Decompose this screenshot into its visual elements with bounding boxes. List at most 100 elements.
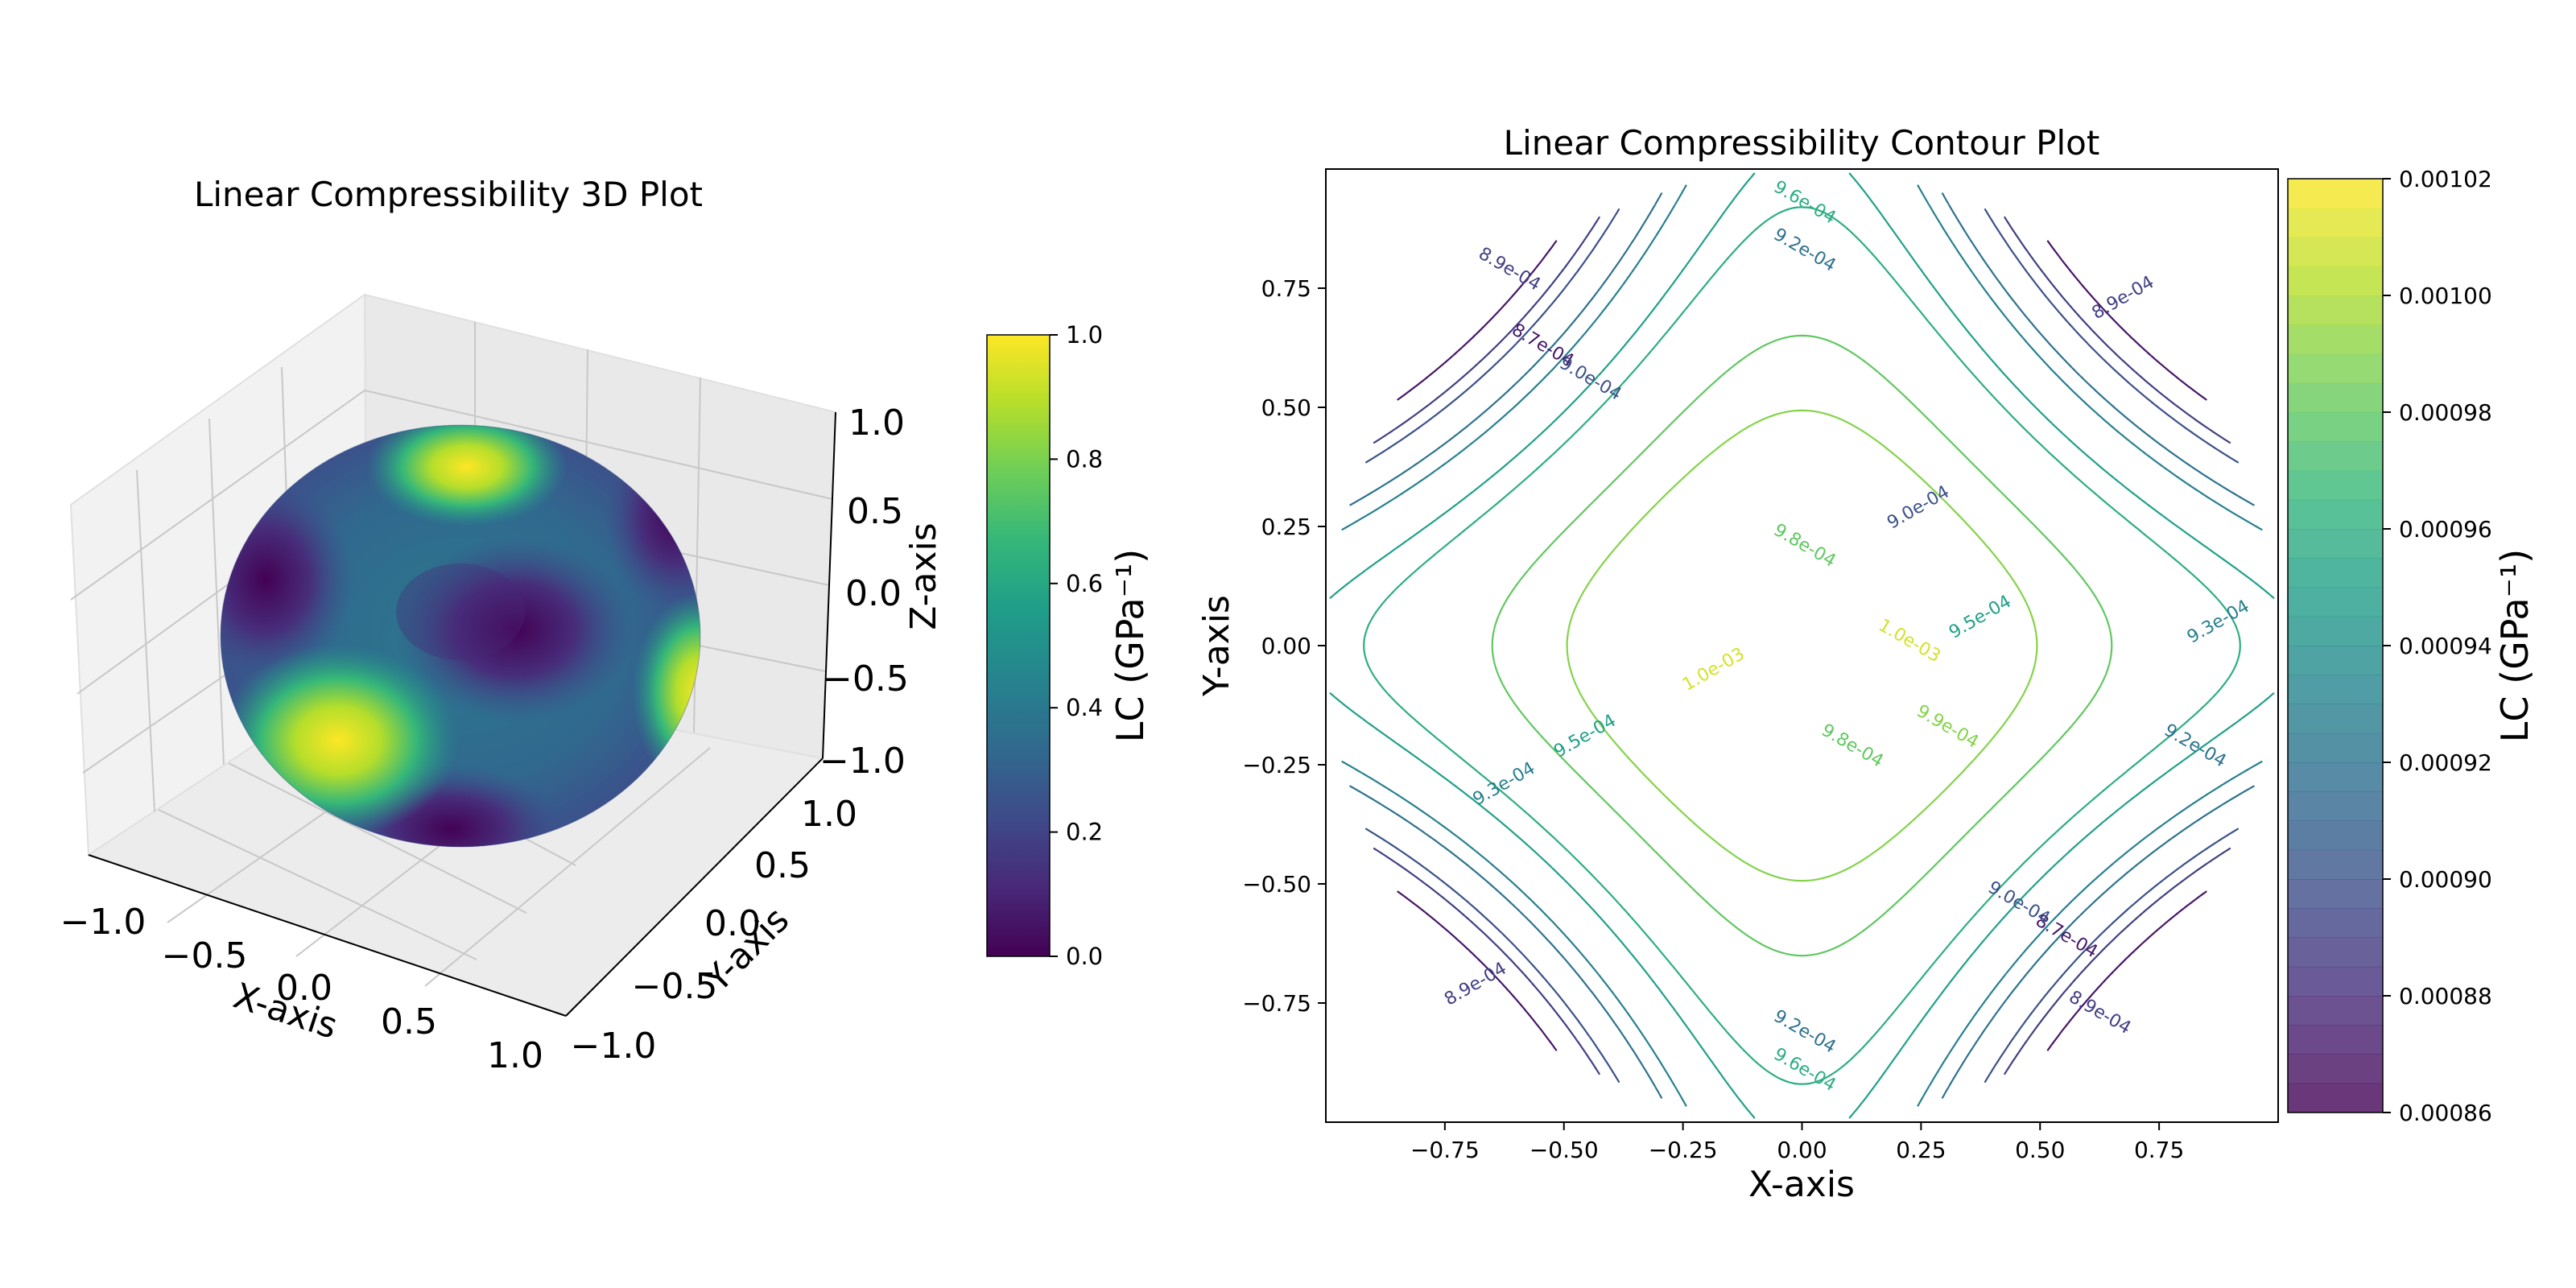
- colorbar-3d-tick-label: 0.4: [1066, 694, 1103, 721]
- contour-x-ticks: −0.75 −0.50 −0.25 0.00 0.25 0.50 0.75: [1410, 1122, 2184, 1163]
- x-ticks3d: −1.0 −0.5 0.0 0.5 1.0: [60, 902, 543, 1076]
- contour-line: [1566, 409, 2038, 882]
- colorbar-contour-tick-label: 0.00098: [2399, 399, 2492, 426]
- colorbar-3d-tick-label: 0.2: [1066, 819, 1103, 846]
- colorbar-band: [2288, 324, 2383, 354]
- colorbar-band: [2288, 791, 2383, 821]
- y-tick-label: −0.5: [632, 966, 718, 1007]
- z-tick-label: −1.0: [819, 741, 906, 782]
- colorbar-band: [2288, 558, 2383, 588]
- contour-x-tick-label: −0.50: [1530, 1137, 1599, 1163]
- contour-y-tick-label: −0.25: [1242, 752, 1311, 778]
- x-tick-label: −1.0: [60, 902, 147, 943]
- colorbar-band: [2288, 966, 2383, 997]
- colorbar-band: [2288, 179, 2383, 208]
- contour-x-tick-label: 0.25: [1896, 1137, 1946, 1163]
- y-ticks3d: −1.0 −0.5 0.0 0.5 1.0: [571, 794, 857, 1067]
- contour-line: [1363, 206, 2241, 1085]
- colorbar-band: [2288, 646, 2383, 675]
- colorbar-band: [2288, 675, 2383, 704]
- contour-x-axis-label: X-axis: [1748, 1164, 1855, 1205]
- colorbar-band: [2288, 499, 2383, 530]
- colorbar-band: [2288, 937, 2383, 968]
- colorbar-contour-tick-label: 0.00090: [2399, 866, 2492, 893]
- x-tick-label: 1.0: [487, 1035, 543, 1076]
- contour-x-tick-label: 0.50: [2015, 1137, 2065, 1163]
- contour-title: Linear Compressibility Contour Plot: [1504, 123, 2100, 163]
- colorbar-band: [2288, 353, 2383, 384]
- z-tick-label: 0.5: [847, 491, 903, 532]
- colorbar-band: [2288, 1083, 2383, 1113]
- colorbar-contour-ticks: 0.00086 0.00088 0.00090 0.00092 0.00094 0.000…: [2383, 166, 2492, 1126]
- colorbar-band: [2288, 529, 2383, 559]
- colorbar-contour-tick-label: 0.00092: [2399, 749, 2492, 776]
- colorbar-band: [2288, 908, 2383, 938]
- colorbar-band: [2288, 587, 2383, 617]
- contour-y-tick-label: −0.50: [1242, 871, 1311, 898]
- y-tick-label: 0.5: [754, 845, 811, 886]
- contour-x-tick-label: 0.75: [2134, 1137, 2184, 1163]
- contour-y-ticks: −0.75 −0.50 −0.25 0.00 0.25 0.50 0.75: [1242, 275, 1326, 1017]
- colorbar-3d: 0.0 0.2 0.4 0.6 0.8 1.0 LC (GPa⁻¹): [986, 321, 1152, 970]
- plot3d: Linear Compressibility 3D Plot: [60, 175, 1152, 1076]
- colorbar-contour-tick-label: 0.00088: [2399, 983, 2492, 1009]
- colorbar-3d-label: LC (GPa⁻¹): [1108, 549, 1152, 743]
- colorbar-contour: 0.00086 0.00088 0.00090 0.00092 0.00094 0.000…: [2287, 166, 2537, 1126]
- x-tick-label: −0.5: [162, 935, 248, 976]
- contour-line: [1364, 208, 2240, 1084]
- contour-line: [1341, 184, 2263, 1107]
- contour-line: [1349, 192, 2255, 1099]
- colorbar-band: [2288, 266, 2383, 296]
- contour-y-tick-label: 0.75: [1261, 275, 1311, 302]
- colorbar-band: [2288, 208, 2383, 237]
- colorbar-band: [2288, 849, 2383, 880]
- colorbar-3d-tick-label: 0.6: [1066, 570, 1103, 597]
- contour-y-tick-label: 0.00: [1261, 633, 1311, 659]
- plot3d-title: Linear Compressibility 3D Plot: [194, 175, 703, 214]
- x-tick-label: 0.0: [276, 968, 332, 1009]
- colorbar-contour-ramp: [2288, 179, 2383, 1113]
- z-tick-label: −0.5: [823, 658, 909, 700]
- colorbar-contour-tick-label: 0.00086: [2399, 1100, 2492, 1126]
- colorbar-band: [2288, 1025, 2383, 1055]
- colorbar-band: [2288, 441, 2383, 471]
- contour-line: [1397, 240, 2207, 1051]
- colorbar-3d-ramp: [987, 335, 1050, 956]
- contour-y-tick-label: −0.75: [1242, 990, 1311, 1017]
- contour-line: [1491, 334, 2113, 957]
- contour-y-tick-label: 0.25: [1261, 514, 1311, 540]
- colorbar-band: [2288, 237, 2383, 267]
- contour-line: [1329, 172, 2275, 1119]
- colorbar-3d-tick-label: 0.8: [1066, 445, 1103, 473]
- y-tick-label: 1.0: [801, 794, 857, 835]
- contour-y-axis-label: Y-axis: [1196, 595, 1237, 697]
- contour-x-tick-label: −0.75: [1410, 1137, 1480, 1163]
- y-tick-label: 0.0: [704, 903, 761, 944]
- colorbar-band: [2288, 1054, 2383, 1084]
- colorbar-contour-tick-label: 0.00100: [2399, 283, 2492, 309]
- colorbar-band: [2288, 412, 2383, 442]
- colorbar-band: [2288, 762, 2383, 792]
- z-tick-label: 1.0: [848, 402, 905, 444]
- colorbar-band: [2288, 382, 2383, 413]
- colorbar-band: [2288, 704, 2383, 734]
- z-tick-label: 0.0: [845, 573, 902, 614]
- contour-y-tick-label: 0.50: [1261, 394, 1311, 421]
- z-axis-label3d: Z-axis: [903, 522, 944, 630]
- colorbar-contour-tick-label: 0.00094: [2399, 633, 2492, 659]
- colorbar-band: [2288, 879, 2383, 909]
- z-ticks3d: 1.0 0.5 0.0 −0.5 −1.0: [819, 402, 909, 782]
- colorbar-contour-label: LC (GPa⁻¹): [2493, 549, 2537, 743]
- colorbar-3d-tick-label: 1.0: [1066, 321, 1103, 349]
- contour-axes-frame: [1325, 168, 2279, 1123]
- y-tick-label: −1.0: [571, 1026, 657, 1067]
- colorbar-band: [2288, 295, 2383, 325]
- contour-line: [1373, 216, 2231, 1075]
- colorbar-band: [2288, 996, 2383, 1026]
- contour-x-tick-label: −0.25: [1649, 1137, 1718, 1163]
- axes-lines3d: [88, 411, 836, 1017]
- contour-x-tick-label: 0.00: [1777, 1137, 1827, 1163]
- colorbar-contour-tick-label: 0.00096: [2399, 516, 2492, 543]
- colorbar-3d-tick-label: 0.0: [1066, 943, 1103, 970]
